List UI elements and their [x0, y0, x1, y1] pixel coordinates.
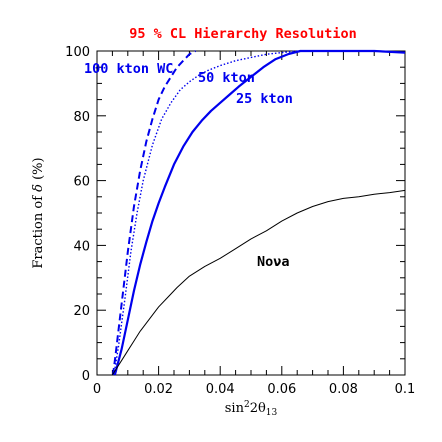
axis-ticks [96, 50, 406, 376]
annotation-50kton: 50 kton [198, 70, 255, 86]
series-line-no-a [111, 189, 406, 376]
x-tick-label: 0.02 [144, 382, 173, 397]
y-axis-label: Fraction of δ (%) [31, 157, 46, 268]
y-tick-label: 100 [65, 45, 90, 60]
y-tick-label: 20 [73, 304, 90, 319]
annotation-100kton-wc: 100 kton WC [84, 61, 173, 77]
x-axis-label: sin22θ13 [225, 400, 278, 418]
x-tick-label: 0.08 [329, 382, 358, 397]
series-line-100-kton-wc [112, 50, 197, 376]
x-tick-label: 0.04 [206, 382, 235, 397]
x-tick-label: 0.1 [395, 382, 416, 397]
chart-title: 95 % CL Hierarchy Resolution [129, 26, 357, 42]
annotation-nova: Noνa [257, 254, 290, 270]
series-line-25-kton [113, 49, 406, 376]
y-tick-label: 80 [73, 110, 90, 125]
y-tick-label: 40 [73, 239, 90, 254]
y-tick-label: 60 [73, 175, 90, 190]
y-tick-label: 0 [82, 369, 90, 384]
series-group [111, 49, 406, 376]
x-tick-label: 0 [93, 382, 101, 397]
tick-labels: 0 0.02 0.04 0.06 0.08 0.1 0 20 40 60 80 100 [65, 45, 415, 397]
x-tick-label: 0.06 [267, 382, 296, 397]
series-line-50-kton [113, 50, 313, 376]
annotation-25kton: 25 kton [236, 91, 293, 107]
